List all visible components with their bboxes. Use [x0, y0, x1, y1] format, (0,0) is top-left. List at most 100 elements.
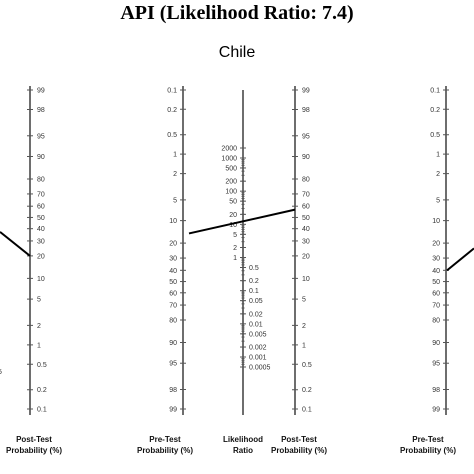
post_left-tick-label: 2 [37, 323, 41, 330]
post_left-tick-label: 70 [37, 191, 45, 198]
pre_center-label-line2: Probability (%) [137, 446, 193, 455]
lr-tick-label: 10 [229, 222, 237, 229]
pre_right-tick-label: 0.1 [430, 88, 440, 95]
pre_center-tick-label: 0.5 [167, 132, 177, 139]
pre_center-tick-label: 40 [169, 268, 177, 275]
lr-tick-label: 500 [225, 165, 237, 172]
post_center-tick-label: 70 [302, 191, 310, 198]
lr-tick-label: 0.005 [249, 331, 267, 338]
pre_center-label-line1: Pre-Test [149, 435, 181, 444]
post_left-tick-label: 0.2 [37, 387, 47, 394]
post_left-tick-label: 30 [37, 238, 45, 245]
post_center-tick-label: 0.5 [302, 362, 312, 369]
lr-tick-label: 100 [225, 189, 237, 196]
lr-tick-label: 0.01 [249, 321, 263, 328]
post_center-tick-label: 80 [302, 176, 310, 183]
lr-tick-label: 0.2 [249, 278, 259, 285]
pre_center-tick-label: 0.2 [167, 107, 177, 114]
lr-tick-label: 20 [229, 212, 237, 219]
post_center-tick-label: 95 [302, 133, 310, 140]
post_left-tick-label: 40 [37, 226, 45, 233]
pre_right-tick-label: 30 [432, 256, 440, 263]
pre_right-tick-label: 2 [436, 171, 440, 178]
pre_right-tick-label: 70 [432, 303, 440, 310]
post_left-tick-label: 50 [37, 215, 45, 222]
pre_right-tick-label: 60 [432, 290, 440, 297]
post_left-tick-label: 99 [37, 88, 45, 95]
pre_right-tick-label: 20 [432, 241, 440, 248]
lr-tick-label: 0.02 [249, 311, 263, 318]
pre_right-tick-label: 10 [432, 218, 440, 225]
lr-tick-label: 1 [233, 255, 237, 262]
pre_center-tick-label: 70 [169, 303, 177, 310]
pre_center-tick-label: 50 [169, 279, 177, 286]
left-nomogram-line [0, 231, 31, 257]
lr-tick-label: 0.1 [249, 288, 259, 295]
post_center-tick-label: 10 [302, 276, 310, 283]
post_center-tick-label: 50 [302, 215, 310, 222]
lr-tick-label: 1000 [221, 155, 237, 162]
post-left-partial-label: 5 [0, 369, 2, 376]
lr-tick-label: 0.001 [249, 355, 267, 362]
post_center-tick-label: 20 [302, 253, 310, 260]
chart-subtitle: Chile [218, 44, 256, 61]
post_center-label-line2: Probability (%) [271, 446, 327, 455]
post_center-tick-label: 40 [302, 226, 310, 233]
post_left-tick-label: 80 [37, 176, 45, 183]
right-nomogram-line [446, 247, 474, 272]
post_left-tick-label: 90 [37, 154, 45, 161]
post_left-tick-label: 5 [37, 297, 41, 304]
post_center-label-line1: Post-Test [281, 435, 317, 444]
pre_center-tick-label: 95 [169, 361, 177, 368]
lr-tick-label: 0.5 [249, 265, 259, 272]
pre_right-tick-label: 0.2 [430, 107, 440, 114]
pre_center-tick-label: 60 [169, 290, 177, 297]
pre_right-tick-label: 40 [432, 268, 440, 275]
post_center-tick-label: 60 [302, 204, 310, 211]
post_left-tick-label: 20 [37, 253, 45, 260]
pre_right-label-line2: Probability (%) [400, 446, 456, 455]
pre_right-tick-label: 1 [436, 152, 440, 159]
post_center-tick-label: 1 [302, 342, 306, 349]
pre_center-tick-label: 98 [169, 387, 177, 394]
post_center-tick-label: 5 [302, 297, 306, 304]
lr-tick-label: 200 [225, 179, 237, 186]
pre_right-tick-label: 90 [432, 340, 440, 347]
post_left-tick-label: 60 [37, 204, 45, 211]
post_center-tick-label: 2 [302, 323, 306, 330]
lr-label-line2: Ratio [233, 446, 253, 455]
chart-title: API (Likelihood Ratio: 7.4) [120, 2, 354, 24]
lr-tick-label: 2 [233, 245, 237, 252]
post_left-tick-label: 1 [37, 342, 41, 349]
post_center-tick-label: 99 [302, 88, 310, 95]
post_left-label-line2: Probability (%) [6, 446, 62, 455]
post_left-label-line1: Post-Test [16, 435, 52, 444]
pre_right-tick-label: 99 [432, 407, 440, 414]
lr-label-line1: Likelihood [223, 435, 263, 444]
center-nomogram-line [188, 208, 296, 235]
pre_right-tick-label: 5 [436, 197, 440, 204]
post_center-tick-label: 30 [302, 238, 310, 245]
lr-tick-label: 0.0005 [249, 365, 271, 372]
post_center-tick-label: 90 [302, 154, 310, 161]
post_center-tick-label: 98 [302, 107, 310, 114]
post_center-tick-label: 0.2 [302, 387, 312, 394]
lr-tick-label: 0.002 [249, 345, 267, 352]
pre_center-tick-label: 20 [169, 241, 177, 248]
pre_center-tick-label: 0.1 [167, 88, 177, 95]
pre_right-tick-label: 95 [432, 361, 440, 368]
post_center-tick-label: 0.1 [302, 407, 312, 414]
pre_center-tick-label: 30 [169, 256, 177, 263]
pre_center-tick-label: 1 [173, 152, 177, 159]
lr-tick-label: 2000 [221, 146, 237, 153]
post_left-tick-label: 98 [37, 107, 45, 114]
pre_center-tick-label: 10 [169, 218, 177, 225]
pre_center-tick-label: 80 [169, 318, 177, 325]
post_left-tick-label: 0.1 [37, 407, 47, 414]
post_left-tick-label: 10 [37, 276, 45, 283]
pre_right-tick-label: 80 [432, 318, 440, 325]
pre_center-tick-label: 2 [173, 171, 177, 178]
pre_center-tick-label: 90 [169, 340, 177, 347]
lr-tick-label: 5 [233, 232, 237, 239]
